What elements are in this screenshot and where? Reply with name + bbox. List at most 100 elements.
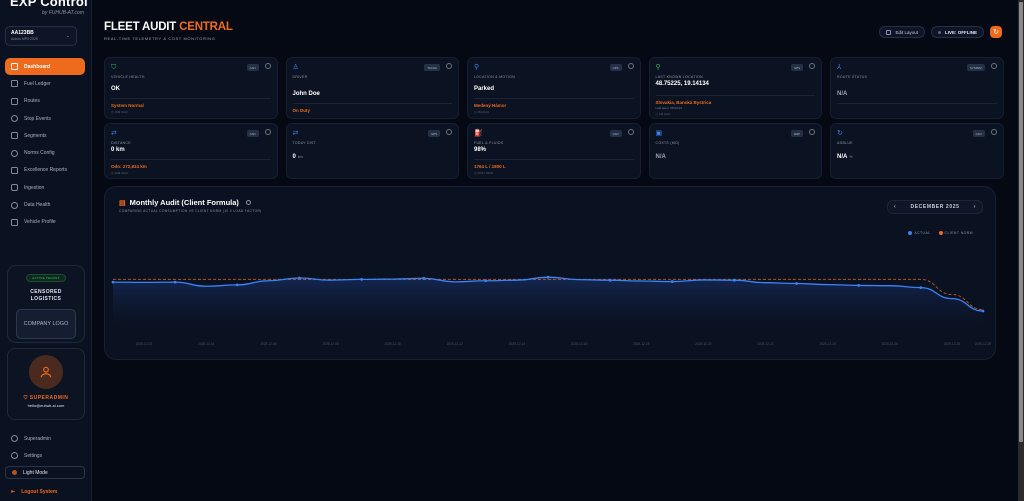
card-vehicle-health[interactable]: ⛉ CAN VEHICLE HEALTH OK System Normal ◷ … bbox=[104, 57, 278, 119]
card-time-label: 10M AGO bbox=[114, 171, 128, 175]
data-point[interactable] bbox=[298, 276, 301, 280]
data-point[interactable] bbox=[484, 279, 488, 283]
info-icon[interactable] bbox=[627, 129, 634, 135]
sidebar-item-segments[interactable]: Segments bbox=[5, 127, 85, 144]
sidebar-item-norms-config[interactable]: Norms Config bbox=[5, 144, 85, 161]
info-icon[interactable] bbox=[990, 129, 997, 135]
clock-icon: ◷ bbox=[474, 171, 478, 175]
data-point[interactable] bbox=[608, 278, 612, 282]
sidebar-item-fuel-ledger[interactable]: Fuel Ledger bbox=[5, 75, 85, 92]
card-adblue[interactable]: ↻ CAN ADBLUE N/A% bbox=[830, 123, 1004, 179]
data-point[interactable] bbox=[546, 275, 550, 279]
data-point[interactable] bbox=[111, 280, 115, 284]
x-tick-label: 2025-12-20 bbox=[695, 342, 712, 346]
data-point[interactable] bbox=[857, 284, 861, 287]
line-chart[interactable]: 2025-12-02 2025-12-04 2025-12-06 2025-12-08… bbox=[105, 187, 997, 361]
info-icon[interactable] bbox=[809, 63, 815, 69]
info-icon[interactable] bbox=[990, 63, 997, 69]
divider bbox=[111, 98, 271, 99]
sidebar-item-superadmin[interactable]: Superadmin bbox=[5, 430, 85, 447]
data-point[interactable] bbox=[670, 280, 674, 283]
month-label: DECEMBER 2025 bbox=[910, 204, 960, 210]
data-point[interactable] bbox=[919, 286, 923, 290]
shield-icon bbox=[11, 435, 18, 442]
card-value: OK bbox=[111, 86, 120, 92]
card-fuel-fluids[interactable]: ⛽ CAN FUEL & FLUIDS 98% 1764 L / 1800 L … bbox=[467, 123, 641, 179]
gear-icon bbox=[11, 149, 18, 157]
card-sub: On Duty bbox=[292, 108, 311, 113]
divider bbox=[655, 95, 815, 96]
card-distance[interactable]: ⇄ CAN DISTANCE 0 km Odo: 272,834 km ◷ 10… bbox=[104, 123, 278, 179]
sidebar-item-routes[interactable]: Routes bbox=[5, 93, 85, 110]
card-time: ◷ 1M AGO bbox=[656, 112, 816, 116]
sidebar-item-data-health[interactable]: Data Health bbox=[5, 196, 85, 213]
card-value-unit: km bbox=[297, 155, 303, 159]
card-costs[interactable]: ▣ ERP COSTS (MO) N/A bbox=[648, 123, 822, 179]
page-scrollbar[interactable] bbox=[1018, 0, 1024, 501]
info-icon[interactable] bbox=[264, 63, 271, 69]
card-today-distance[interactable]: ⇄ GPS TODAY DIST. 0 km bbox=[285, 123, 459, 179]
actual-area bbox=[113, 277, 983, 333]
data-point[interactable] bbox=[733, 278, 736, 282]
x-tick-label: 2025-12-12 bbox=[447, 342, 464, 346]
data-point[interactable] bbox=[173, 280, 177, 284]
info-icon[interactable] bbox=[627, 63, 634, 69]
edit-layout-button[interactable]: Edit Layout bbox=[879, 26, 925, 38]
card-location-motion[interactable]: ⚲ GPS LOCATION & MOTION Parked Medený Há… bbox=[467, 57, 641, 119]
data-point[interactable] bbox=[981, 309, 985, 313]
refresh-button[interactable]: ↻ bbox=[990, 26, 1002, 38]
brand-logo: EXP Control bbox=[10, 0, 88, 9]
sidebar-item-stop-events[interactable]: Stop Events bbox=[5, 110, 85, 127]
sidebar-item-excellence-reports[interactable]: Excellence Reports bbox=[5, 162, 85, 179]
sun-icon bbox=[12, 470, 17, 475]
info-icon[interactable] bbox=[809, 129, 815, 135]
sidebar-item-ingestion[interactable]: Ingestion bbox=[5, 179, 85, 196]
pin-icon: ⚲ bbox=[655, 64, 661, 71]
vehicle-selector[interactable]: AA123BB Actros MP5 2025 ⌄ bbox=[5, 26, 77, 46]
x-tick-label: 2025-12-10 bbox=[384, 342, 401, 346]
brand-byline: by FUHUB-AT.com bbox=[42, 10, 84, 16]
info-icon[interactable] bbox=[264, 129, 271, 135]
card-last-known-location[interactable]: ⚲ GPS LAST KNOWN LOCATION 48.75225, 19.1… bbox=[648, 57, 822, 119]
source-tag: CAN bbox=[972, 130, 985, 137]
card-time-label: 1M AGO bbox=[658, 112, 671, 116]
sidebar-item-settings[interactable]: Settings bbox=[5, 447, 85, 464]
legend-swatch bbox=[908, 231, 913, 236]
chart-legend: ACTUAL CLIENT NORM bbox=[908, 231, 973, 236]
health-icon bbox=[11, 201, 18, 209]
legend-item-client-norm[interactable]: CLIENT NORM bbox=[938, 231, 973, 236]
card-value: N/A% bbox=[837, 154, 997, 160]
info-icon[interactable] bbox=[446, 63, 452, 69]
divider bbox=[837, 103, 997, 104]
live-status-label: LIVE: OFFLINE bbox=[945, 29, 977, 35]
data-point[interactable] bbox=[235, 283, 239, 287]
chart-title: ▤ Monthly Audit (Client Formula) bbox=[119, 198, 251, 207]
card-label: COSTS (MO) bbox=[655, 141, 680, 145]
scrollbar-thumb[interactable] bbox=[1019, 2, 1023, 442]
next-month-button[interactable]: › bbox=[973, 204, 976, 210]
info-icon[interactable] bbox=[446, 129, 452, 135]
logout-button[interactable]: ⇤ Logout System bbox=[5, 483, 85, 500]
sidebar-item-label: Dashboard bbox=[24, 63, 51, 70]
card-driver[interactable]: ♙ TACHO DRIVER John Doe On Duty bbox=[285, 57, 459, 119]
card-time: ◷ 1M AGO bbox=[474, 110, 634, 114]
data-point[interactable] bbox=[422, 276, 426, 280]
sidebar-item-vehicle-profile[interactable]: Vehicle Profile bbox=[5, 214, 85, 231]
light-mode-toggle[interactable]: Light Mode bbox=[5, 466, 85, 479]
legend-item-actual[interactable]: ACTUAL bbox=[908, 231, 930, 236]
card-sub: 1764 L / 1800 L bbox=[474, 164, 506, 169]
legend-label: CLIENT NORM bbox=[944, 231, 973, 235]
prev-month-button[interactable]: ‹ bbox=[894, 204, 897, 210]
company-name-line2: LOGISTICS bbox=[30, 296, 62, 302]
sidebar-item-dashboard[interactable]: Dashboard bbox=[5, 58, 85, 76]
info-icon[interactable] bbox=[245, 200, 251, 205]
data-point[interactable] bbox=[795, 282, 798, 285]
avatar[interactable] bbox=[29, 355, 63, 389]
data-point[interactable] bbox=[360, 277, 363, 281]
card-route-status[interactable]: ⅄ SYSTEM ROUTE STATUS N/A bbox=[830, 57, 1004, 119]
source-tag: SYSTEM bbox=[966, 64, 985, 71]
x-tick-label: 2025-12-24 bbox=[819, 342, 836, 346]
sidebar-item-label: Ingestion bbox=[24, 184, 45, 191]
source-tag: CAN bbox=[609, 130, 622, 137]
